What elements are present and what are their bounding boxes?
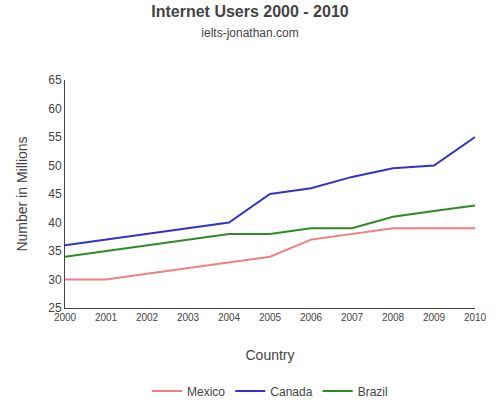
svg-text:Country: Country	[245, 347, 294, 363]
svg-text:2002: 2002	[136, 312, 159, 323]
svg-text:2004: 2004	[218, 312, 241, 323]
svg-text:50: 50	[48, 159, 62, 173]
svg-text:2008: 2008	[382, 312, 405, 323]
svg-text:2009: 2009	[423, 312, 446, 323]
svg-text:2006: 2006	[300, 312, 323, 323]
svg-text:2003: 2003	[177, 312, 200, 323]
svg-text:60: 60	[48, 102, 62, 116]
svg-text:2007: 2007	[341, 312, 364, 323]
svg-text:2001: 2001	[95, 312, 118, 323]
svg-text:Brazil: Brazil	[358, 385, 388, 399]
svg-text:2000: 2000	[54, 312, 77, 323]
svg-text:2005: 2005	[259, 312, 282, 323]
svg-text:35: 35	[48, 244, 62, 258]
svg-text:45: 45	[48, 187, 62, 201]
svg-text:25: 25	[48, 301, 62, 315]
svg-text:Mexico: Mexico	[187, 385, 225, 399]
svg-text:Internet Users 2000 - 2010ielt: Internet Users 2000 - 2010ielts-jonathan…	[151, 3, 349, 41]
svg-text:40: 40	[48, 216, 62, 230]
svg-text:55: 55	[48, 130, 62, 144]
svg-text:Canada: Canada	[270, 385, 312, 399]
svg-text:30: 30	[48, 273, 62, 287]
svg-text:2010: 2010	[464, 312, 487, 323]
svg-text:65: 65	[48, 73, 62, 87]
svg-text:Number in Millions: Number in Millions	[14, 136, 30, 251]
